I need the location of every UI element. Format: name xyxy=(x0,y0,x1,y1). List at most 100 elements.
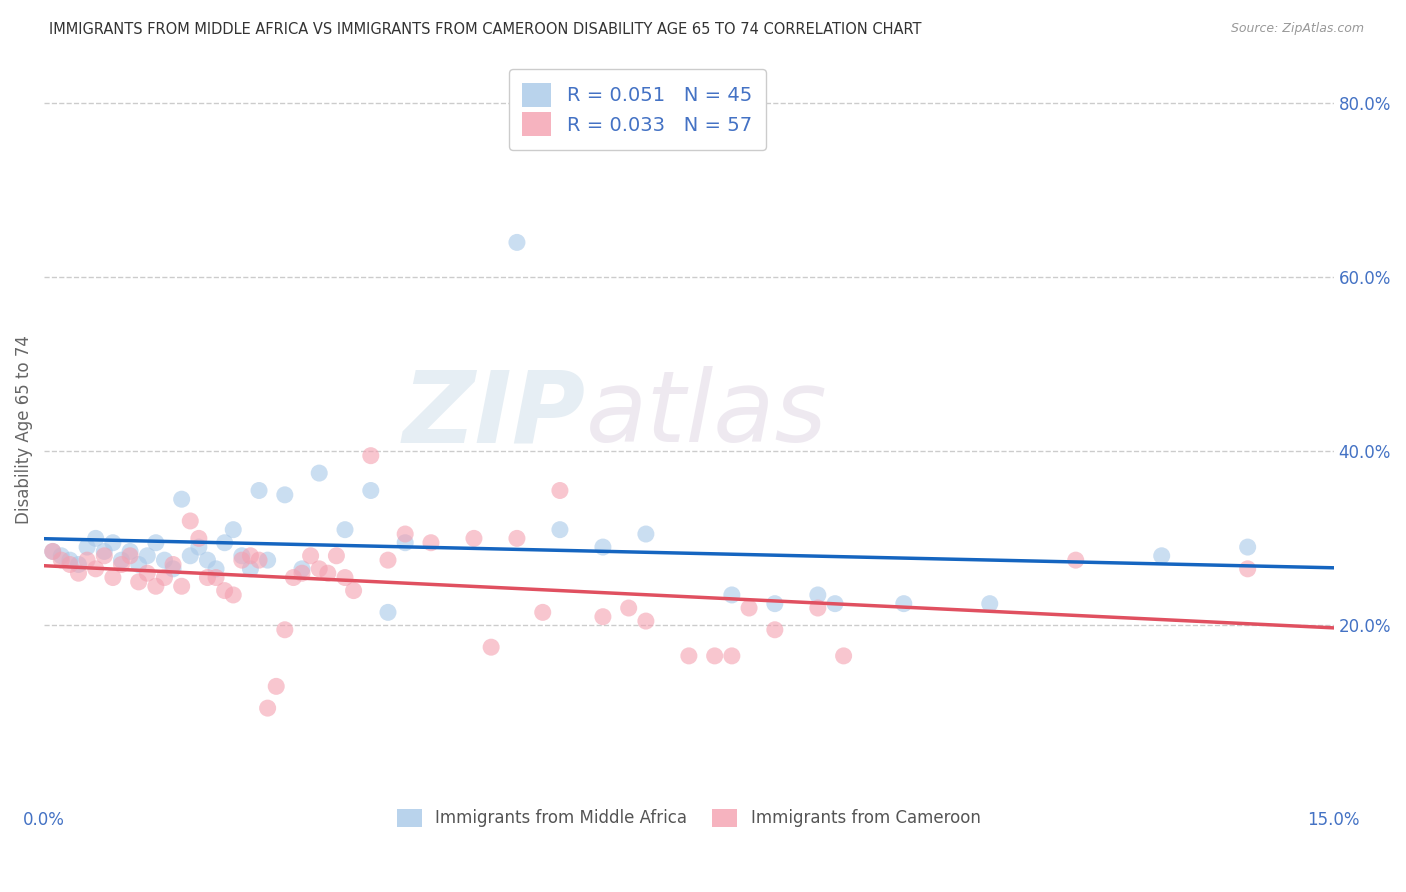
Point xyxy=(153,553,176,567)
Point xyxy=(308,562,330,576)
Point xyxy=(506,532,529,546)
Point xyxy=(256,701,278,715)
Point xyxy=(136,549,159,563)
Point xyxy=(703,648,725,663)
Point xyxy=(256,553,278,567)
Point xyxy=(979,597,1001,611)
Point xyxy=(101,535,124,549)
Point xyxy=(360,449,382,463)
Point xyxy=(145,579,167,593)
Point xyxy=(222,588,245,602)
Point xyxy=(162,558,184,572)
Y-axis label: Disability Age 65 to 74: Disability Age 65 to 74 xyxy=(15,335,32,524)
Text: Source: ZipAtlas.com: Source: ZipAtlas.com xyxy=(1230,22,1364,36)
Point xyxy=(274,488,297,502)
Point xyxy=(592,540,614,554)
Point xyxy=(342,583,364,598)
Point xyxy=(120,544,142,558)
Point xyxy=(592,609,614,624)
Point xyxy=(110,558,132,572)
Point xyxy=(153,570,176,584)
Point xyxy=(187,532,209,546)
Point xyxy=(231,553,253,567)
Point xyxy=(205,570,228,584)
Point xyxy=(264,679,287,693)
Point xyxy=(128,574,150,589)
Point xyxy=(360,483,382,498)
Text: atlas: atlas xyxy=(586,367,827,463)
Point xyxy=(162,562,184,576)
Point xyxy=(239,562,262,576)
Point xyxy=(93,544,115,558)
Point xyxy=(84,562,107,576)
Point xyxy=(239,549,262,563)
Point xyxy=(738,601,761,615)
Point xyxy=(187,540,209,554)
Point xyxy=(1236,562,1258,576)
Point xyxy=(479,640,502,655)
Point xyxy=(377,553,399,567)
Point xyxy=(316,566,339,581)
Point xyxy=(617,601,640,615)
Point xyxy=(145,535,167,549)
Point xyxy=(333,570,356,584)
Point xyxy=(394,535,416,549)
Point xyxy=(832,648,855,663)
Point xyxy=(170,492,193,507)
Point xyxy=(51,553,73,567)
Point xyxy=(548,523,571,537)
Point xyxy=(531,606,554,620)
Text: IMMIGRANTS FROM MIDDLE AFRICA VS IMMIGRANTS FROM CAMEROON DISABILITY AGE 65 TO 7: IMMIGRANTS FROM MIDDLE AFRICA VS IMMIGRA… xyxy=(49,22,922,37)
Point xyxy=(101,570,124,584)
Point xyxy=(197,570,219,584)
Point xyxy=(110,553,132,567)
Point xyxy=(205,562,228,576)
Point xyxy=(807,601,830,615)
Point xyxy=(67,558,90,572)
Point xyxy=(170,579,193,593)
Point xyxy=(308,466,330,480)
Point xyxy=(1064,553,1087,567)
Point xyxy=(824,597,846,611)
Point xyxy=(325,549,347,563)
Point xyxy=(1236,540,1258,554)
Point xyxy=(120,549,142,563)
Point xyxy=(506,235,529,250)
Point xyxy=(394,527,416,541)
Point xyxy=(763,597,786,611)
Point xyxy=(51,549,73,563)
Point xyxy=(274,623,297,637)
Point xyxy=(41,544,63,558)
Point xyxy=(136,566,159,581)
Point xyxy=(377,606,399,620)
Point xyxy=(333,523,356,537)
Point xyxy=(721,588,744,602)
Point xyxy=(76,553,98,567)
Point xyxy=(67,566,90,581)
Point xyxy=(678,648,700,663)
Point xyxy=(93,549,115,563)
Text: ZIP: ZIP xyxy=(402,367,586,463)
Point xyxy=(179,549,201,563)
Point xyxy=(634,527,657,541)
Point xyxy=(59,558,82,572)
Point xyxy=(1150,549,1173,563)
Point xyxy=(76,540,98,554)
Point xyxy=(893,597,915,611)
Point xyxy=(247,553,270,567)
Point xyxy=(247,483,270,498)
Point xyxy=(214,535,236,549)
Legend: Immigrants from Middle Africa, Immigrants from Cameroon: Immigrants from Middle Africa, Immigrant… xyxy=(389,800,988,836)
Point xyxy=(128,558,150,572)
Point xyxy=(721,648,744,663)
Point xyxy=(763,623,786,637)
Point xyxy=(84,532,107,546)
Point xyxy=(299,549,322,563)
Point xyxy=(179,514,201,528)
Point xyxy=(463,532,485,546)
Point xyxy=(59,553,82,567)
Point xyxy=(222,523,245,537)
Point xyxy=(41,544,63,558)
Point xyxy=(548,483,571,498)
Point xyxy=(283,570,305,584)
